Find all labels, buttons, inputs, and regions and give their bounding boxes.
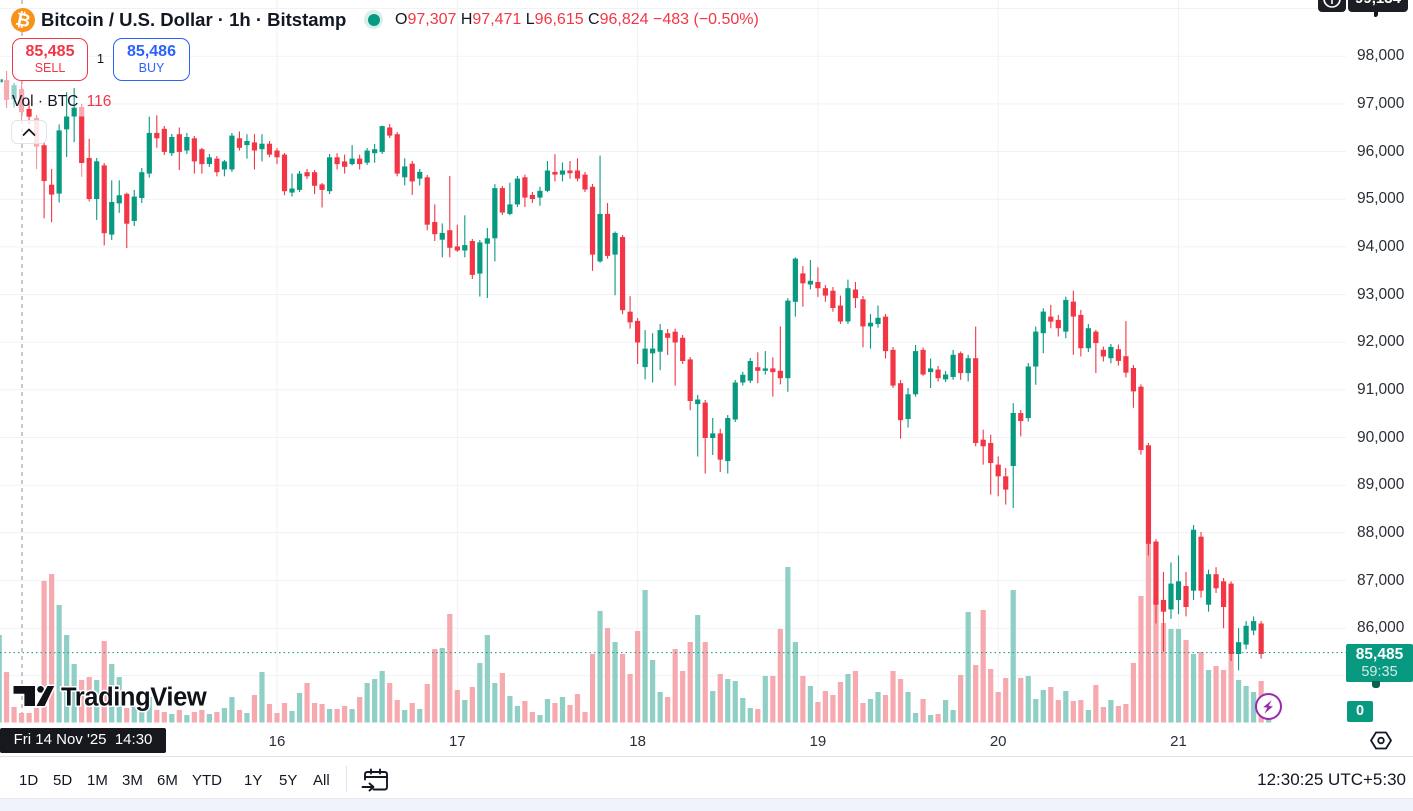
svg-text:TradingView: TradingView [61,684,207,712]
